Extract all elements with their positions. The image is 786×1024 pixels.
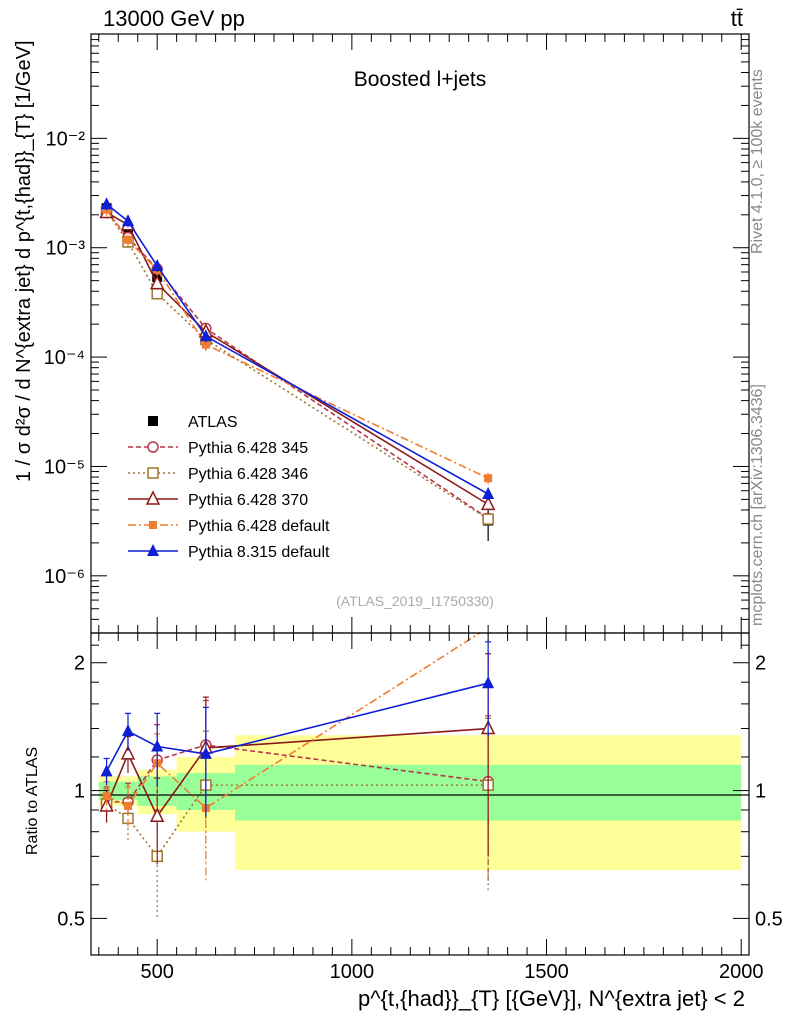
series-point-ratio bbox=[100, 764, 113, 777]
side-label-mcplots: mcplots.cern.ch [arXiv:1306.3436] bbox=[749, 384, 766, 626]
series-point-main bbox=[199, 329, 212, 342]
header-left: 13000 GeV pp bbox=[103, 6, 245, 31]
ratio-y-tick-label-right: 1 bbox=[755, 781, 766, 803]
series-point-main bbox=[484, 474, 493, 483]
ratio-y-tick-label: 0.5 bbox=[57, 908, 85, 930]
series-point-ratio bbox=[482, 676, 495, 689]
series-point-main bbox=[149, 274, 165, 290]
series-point-ratio bbox=[121, 724, 134, 737]
series-point-main bbox=[482, 513, 494, 525]
series-point-ratio bbox=[102, 792, 111, 801]
x-tick-label: 2000 bbox=[719, 961, 764, 983]
legend-marker bbox=[147, 467, 159, 479]
legend-label: Pythia 6.428 default bbox=[188, 518, 330, 535]
main-y-tick-label: 10⁻² bbox=[46, 128, 86, 150]
side-label-rivet: Rivet 4.1.0, ≥ 100k events bbox=[749, 69, 766, 254]
ratio-y-tick-label: 2 bbox=[74, 653, 85, 675]
main-y-tick-label: 10⁻⁵ bbox=[44, 456, 85, 478]
series-point-main bbox=[482, 486, 495, 499]
series-point-ratio bbox=[151, 739, 164, 752]
series-point-ratio bbox=[149, 807, 165, 823]
legend-marker bbox=[149, 521, 157, 529]
ratio-y-tick-label-right: 2 bbox=[755, 653, 766, 675]
x-tick-label: 1000 bbox=[330, 961, 375, 983]
legend-label: Pythia 6.428 370 bbox=[188, 492, 308, 509]
analysis-id: (ATLAS_2019_I1750330) bbox=[336, 593, 494, 609]
main-y-tick-label: 10⁻³ bbox=[46, 238, 86, 260]
legend-marker bbox=[145, 490, 161, 505]
ratio-panel-marks bbox=[99, 633, 496, 919]
x-tick-label: 1500 bbox=[524, 961, 569, 983]
series-point-main bbox=[121, 214, 134, 227]
series-line-main bbox=[106, 211, 489, 506]
legend-label: ATLAS bbox=[188, 414, 238, 431]
ratio-y-tick-label-right: 0.5 bbox=[755, 908, 783, 930]
legend-marker bbox=[147, 544, 159, 556]
series-point-main bbox=[151, 259, 164, 272]
legend-label: Pythia 8.315 default bbox=[188, 544, 330, 561]
main-y-axis-label: 1 / σ d²σ / d N^{extra jet} d p^{t,{had}… bbox=[13, 40, 35, 482]
series-point-main bbox=[100, 197, 113, 210]
series-point-main bbox=[480, 495, 496, 511]
series-point-ratio bbox=[199, 746, 212, 759]
ratio-y-tick-label: 1 bbox=[74, 781, 85, 803]
main-y-tick-label: 10⁻⁴ bbox=[44, 347, 85, 369]
panel-title: Boosted l+jets bbox=[354, 68, 487, 91]
header-right: tt̄ bbox=[731, 6, 743, 31]
main-y-tick-label: 10⁻⁶ bbox=[44, 566, 85, 588]
ratio-uncertainty-bands bbox=[98, 735, 742, 871]
ratio-panel-frame bbox=[90, 632, 750, 956]
legend-label: Pythia 6.428 345 bbox=[188, 440, 308, 457]
legend-marker bbox=[148, 416, 158, 426]
legend-label: Pythia 6.428 346 bbox=[188, 466, 308, 483]
series-point-main bbox=[123, 235, 132, 244]
series-line-main bbox=[105, 209, 489, 479]
legend: ATLAS Pythia 6.428 345 Pythia 6.428 346 Pyt… bbox=[128, 414, 330, 561]
series-point-main bbox=[201, 340, 210, 349]
x-tick-label: 500 bbox=[141, 961, 174, 983]
x-axis-label: p^{t,{had}}_{T} [{GeV}], N^{extra jet} <… bbox=[358, 986, 745, 1011]
legend-marker bbox=[147, 441, 159, 453]
main-panel-marks bbox=[99, 197, 496, 542]
series-point-main bbox=[151, 287, 163, 300]
axis-ticks: 10⁻⁶ 10⁻⁵ 10⁻⁴ 10⁻³ 10⁻² 0.5 0.5 1 1 2 2 500 1000 150… bbox=[44, 33, 783, 983]
series-point-ratio bbox=[120, 745, 136, 760]
ratio-y-axis-label: Ratio to ATLAS bbox=[24, 747, 41, 855]
series-point-ratio bbox=[123, 801, 132, 810]
